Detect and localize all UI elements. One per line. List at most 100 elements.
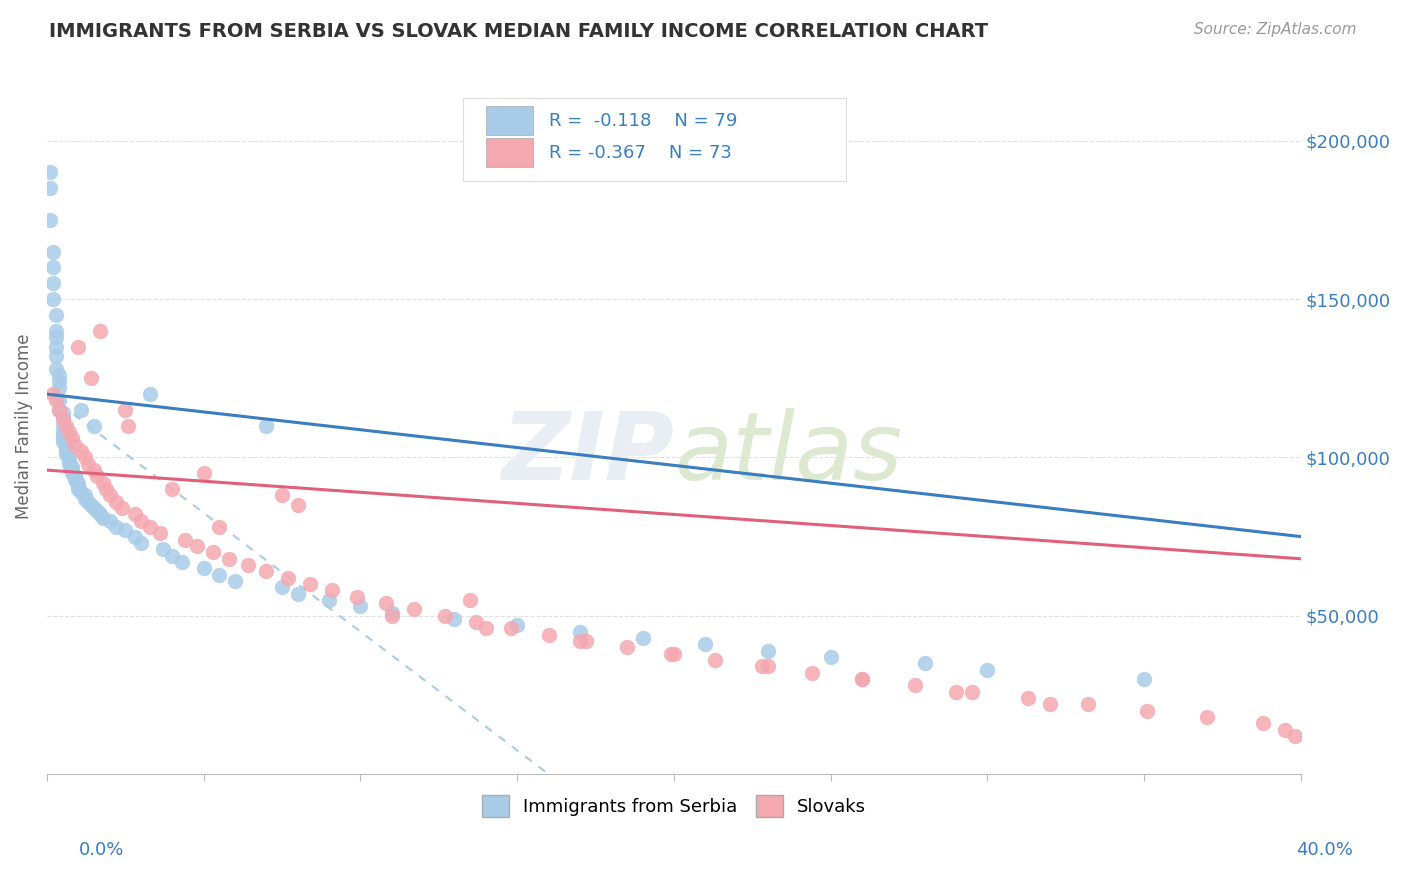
Point — [91, 475, 114, 490]
Point — [58, 450, 80, 465]
Point — [458, 593, 481, 607]
Text: 40.0%: 40.0% — [1296, 840, 1353, 858]
Point — [756, 659, 779, 673]
Point — [45, 393, 67, 408]
Point — [89, 324, 111, 338]
Point — [318, 593, 340, 607]
Point — [58, 453, 80, 467]
Point — [76, 457, 98, 471]
Point — [751, 659, 773, 673]
Point — [506, 618, 529, 632]
Point — [499, 622, 522, 636]
Point — [1284, 729, 1306, 743]
Point — [48, 403, 70, 417]
Point — [1136, 704, 1159, 718]
Point — [42, 277, 65, 291]
FancyBboxPatch shape — [463, 98, 846, 180]
Point — [114, 403, 136, 417]
Point — [48, 393, 70, 408]
Point — [402, 602, 425, 616]
Point — [124, 508, 146, 522]
Point — [568, 624, 591, 639]
Text: 0.0%: 0.0% — [79, 840, 124, 858]
Point — [321, 583, 343, 598]
Point — [63, 473, 86, 487]
Point — [45, 308, 67, 322]
Point — [631, 631, 654, 645]
Point — [48, 403, 70, 417]
Point — [83, 418, 105, 433]
Text: R =  -0.118    N = 79: R = -0.118 N = 79 — [548, 112, 737, 129]
Point — [60, 463, 83, 477]
Point — [104, 520, 127, 534]
Point — [170, 555, 193, 569]
Point — [349, 599, 371, 614]
Point — [55, 438, 77, 452]
Point — [162, 549, 184, 563]
Point — [139, 520, 162, 534]
Point — [139, 387, 162, 401]
Point — [914, 657, 936, 671]
Point — [67, 482, 90, 496]
Point — [58, 425, 80, 439]
Point — [537, 628, 560, 642]
Point — [42, 260, 65, 275]
Text: ZIP: ZIP — [501, 408, 673, 500]
Point — [39, 181, 62, 195]
Point — [851, 672, 873, 686]
Point — [904, 678, 927, 692]
Point — [1039, 698, 1062, 712]
Point — [39, 165, 62, 179]
Point — [381, 606, 404, 620]
Point — [152, 542, 174, 557]
Point — [381, 608, 404, 623]
Point — [224, 574, 246, 588]
Point — [287, 586, 309, 600]
Point — [193, 467, 215, 481]
Point — [568, 634, 591, 648]
Point — [1133, 672, 1156, 686]
Point — [67, 475, 90, 490]
Point — [55, 444, 77, 458]
Point — [39, 213, 62, 227]
Point — [55, 441, 77, 455]
FancyBboxPatch shape — [486, 106, 533, 136]
Point — [236, 558, 259, 573]
Point — [86, 504, 108, 518]
Point — [117, 418, 139, 433]
Point — [1274, 723, 1296, 737]
Point — [104, 495, 127, 509]
Point — [271, 580, 294, 594]
Point — [45, 340, 67, 354]
Point — [443, 612, 465, 626]
Point — [73, 488, 96, 502]
Point — [51, 432, 73, 446]
Point — [63, 469, 86, 483]
Point — [60, 432, 83, 446]
Point — [91, 510, 114, 524]
Point — [475, 622, 498, 636]
Point — [73, 491, 96, 506]
Point — [124, 530, 146, 544]
FancyBboxPatch shape — [486, 138, 533, 168]
Point — [76, 495, 98, 509]
Point — [756, 643, 779, 657]
Point — [434, 608, 457, 623]
Point — [254, 418, 277, 433]
Point — [202, 545, 225, 559]
Point — [48, 375, 70, 389]
Point — [662, 647, 685, 661]
Point — [48, 368, 70, 383]
Point — [70, 485, 93, 500]
Point — [45, 324, 67, 338]
Point — [70, 403, 93, 417]
Point — [67, 340, 90, 354]
Point — [42, 292, 65, 306]
Point — [83, 463, 105, 477]
Point — [1077, 698, 1099, 712]
Point — [1195, 710, 1218, 724]
Point — [299, 577, 322, 591]
Point — [162, 482, 184, 496]
Point — [89, 508, 111, 522]
Point — [129, 536, 152, 550]
